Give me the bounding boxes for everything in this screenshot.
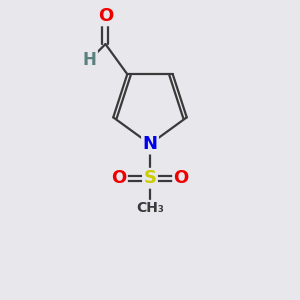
Text: S: S [143, 169, 157, 187]
Text: O: O [174, 169, 189, 187]
Text: N: N [142, 135, 158, 153]
Text: O: O [98, 7, 113, 25]
Text: O: O [111, 169, 126, 187]
Text: CH₃: CH₃ [136, 201, 164, 215]
Text: H: H [83, 51, 97, 69]
